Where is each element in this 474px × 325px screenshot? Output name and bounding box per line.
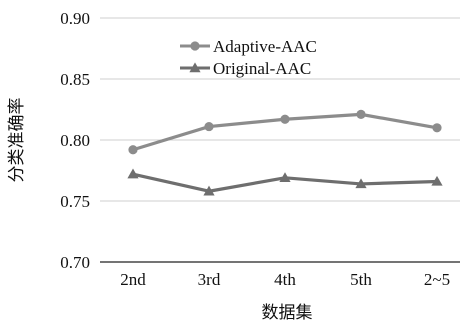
x-tick-label: 4th: [274, 270, 296, 289]
data-point: [356, 109, 366, 119]
x-axis-title: 数据集: [262, 303, 313, 323]
data-point: [204, 121, 214, 132]
data-point: [127, 168, 139, 179]
y-tick-label: 0.80: [60, 131, 90, 150]
legend-marker: [189, 62, 201, 73]
data-point: [279, 172, 291, 183]
legend-item: Adaptive-AAC: [180, 37, 317, 56]
series-group: [127, 109, 443, 196]
y-tick-label: 0.90: [60, 9, 90, 28]
data-point: [203, 185, 215, 196]
y-tick-labels: 0.70 0.75 0.80 0.85 0.90: [60, 9, 90, 272]
y-tick-label: 0.75: [60, 192, 90, 211]
series-1: [127, 168, 443, 196]
data-point: [355, 178, 367, 189]
legend-label: Original-AAC: [213, 59, 311, 78]
data-point: [431, 175, 443, 186]
legend-label: Adaptive-AAC: [213, 37, 317, 56]
data-point: [432, 123, 442, 133]
legend-item: Original-AAC: [180, 59, 311, 78]
series-0: [128, 109, 442, 155]
data-point: [128, 145, 138, 155]
legend: Adaptive-AAC Original-AAC: [180, 37, 317, 78]
legend-marker: [190, 41, 200, 51]
x-tick-label: 2~5: [424, 270, 450, 289]
x-tick-label: 5th: [350, 270, 372, 289]
y-axis-title: 分类准确率: [7, 98, 27, 183]
y-tick-label: 0.70: [60, 253, 90, 272]
x-tick-label: 3rd: [198, 270, 221, 289]
y-tick-label: 0.85: [60, 70, 90, 89]
x-tick-labels: 2nd 3rd 4th 5th 2~5: [120, 270, 450, 289]
data-point: [280, 114, 290, 124]
x-tick-label: 2nd: [120, 270, 146, 289]
